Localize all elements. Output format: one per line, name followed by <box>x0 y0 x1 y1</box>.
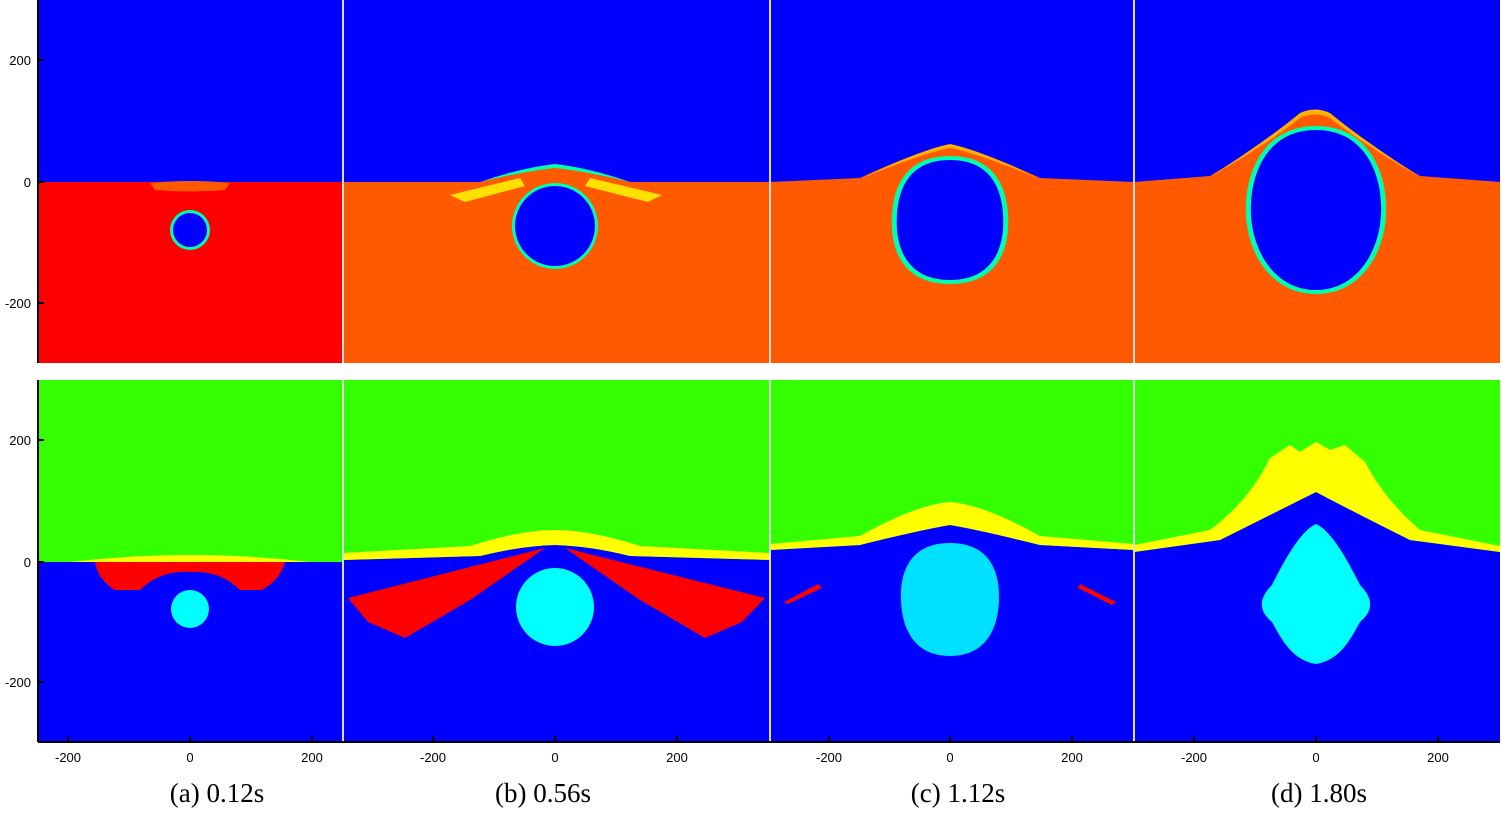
panel-a-bottom-cavitation <box>95 562 285 590</box>
panel-c-bottom-cavitation-left <box>784 584 822 604</box>
y-tick-label: 200 <box>9 53 31 68</box>
x-tick-label: -200 <box>816 750 842 765</box>
panel-c-top-bubble <box>896 160 1004 280</box>
panel-b-top-bubble <box>515 186 595 266</box>
panel-b-top-surface-ring <box>480 164 630 182</box>
panel-a-top-surface-bulge <box>150 181 230 192</box>
panel-d-bottom-surface <box>1134 442 1500 552</box>
axes <box>37 0 1500 743</box>
caption-panel-c: (c) 1.12s <box>910 778 1006 808</box>
x-tick-label: 200 <box>1427 750 1449 765</box>
panel-a-top-bubble <box>173 213 207 247</box>
panel-a-bottom-bubble <box>171 590 209 628</box>
panel-a-bottom-surface <box>70 555 310 562</box>
caption-panel-b: (b) 0.56s <box>495 778 591 808</box>
x-tick-label: 0 <box>1312 750 1319 765</box>
panel-a-top-water <box>38 182 343 363</box>
panel-b-bottom-cavitation-right <box>565 548 765 638</box>
panel-b-bottom-cavitation-left <box>348 548 545 638</box>
x-tick-label: -200 <box>55 750 81 765</box>
x-tick-label: 0 <box>186 750 193 765</box>
panel-c-bottom-surface <box>770 502 1134 550</box>
panel-b-top-wake-left <box>450 178 525 202</box>
y-tick-label: -200 <box>5 296 31 311</box>
panel-d-bottom-bubble <box>1261 524 1371 664</box>
x-tick-labels: -200 0 200 -200 0 200 -200 0 200 -200 0 … <box>55 750 1449 765</box>
x-tick-label: 200 <box>301 750 323 765</box>
y-tick-label: 200 <box>9 433 31 448</box>
panel-b-top-wake-right <box>585 178 662 202</box>
panel-c-bottom-cavitation-right <box>1078 584 1116 605</box>
y-tick-label: -200 <box>5 675 31 690</box>
x-tick-label: 0 <box>551 750 558 765</box>
caption-panel-d: (d) 1.80s <box>1271 778 1367 808</box>
panel-c-bottom-bubble <box>900 543 1000 656</box>
x-tick-label: -200 <box>420 750 446 765</box>
x-tick-label: 0 <box>946 750 953 765</box>
top-row-plots <box>38 0 1500 363</box>
y-tick-label: 0 <box>24 555 31 570</box>
panel-b-bottom-bubble <box>516 568 594 646</box>
x-tick-label: 200 <box>1061 750 1083 765</box>
y-tick-label: 0 <box>24 175 31 190</box>
y-tick-labels: 200 0 -200 200 0 -200 <box>5 53 31 690</box>
panel-d-top-bubble <box>1250 130 1382 290</box>
x-tick-label: -200 <box>1181 750 1207 765</box>
x-tick-label: 200 <box>666 750 688 765</box>
caption-panel-a: (a) 0.12s <box>169 778 265 808</box>
panel-b-bottom-surface <box>343 530 770 560</box>
panel-a-bottom-water <box>38 562 343 742</box>
bottom-row-plots <box>38 380 1500 742</box>
